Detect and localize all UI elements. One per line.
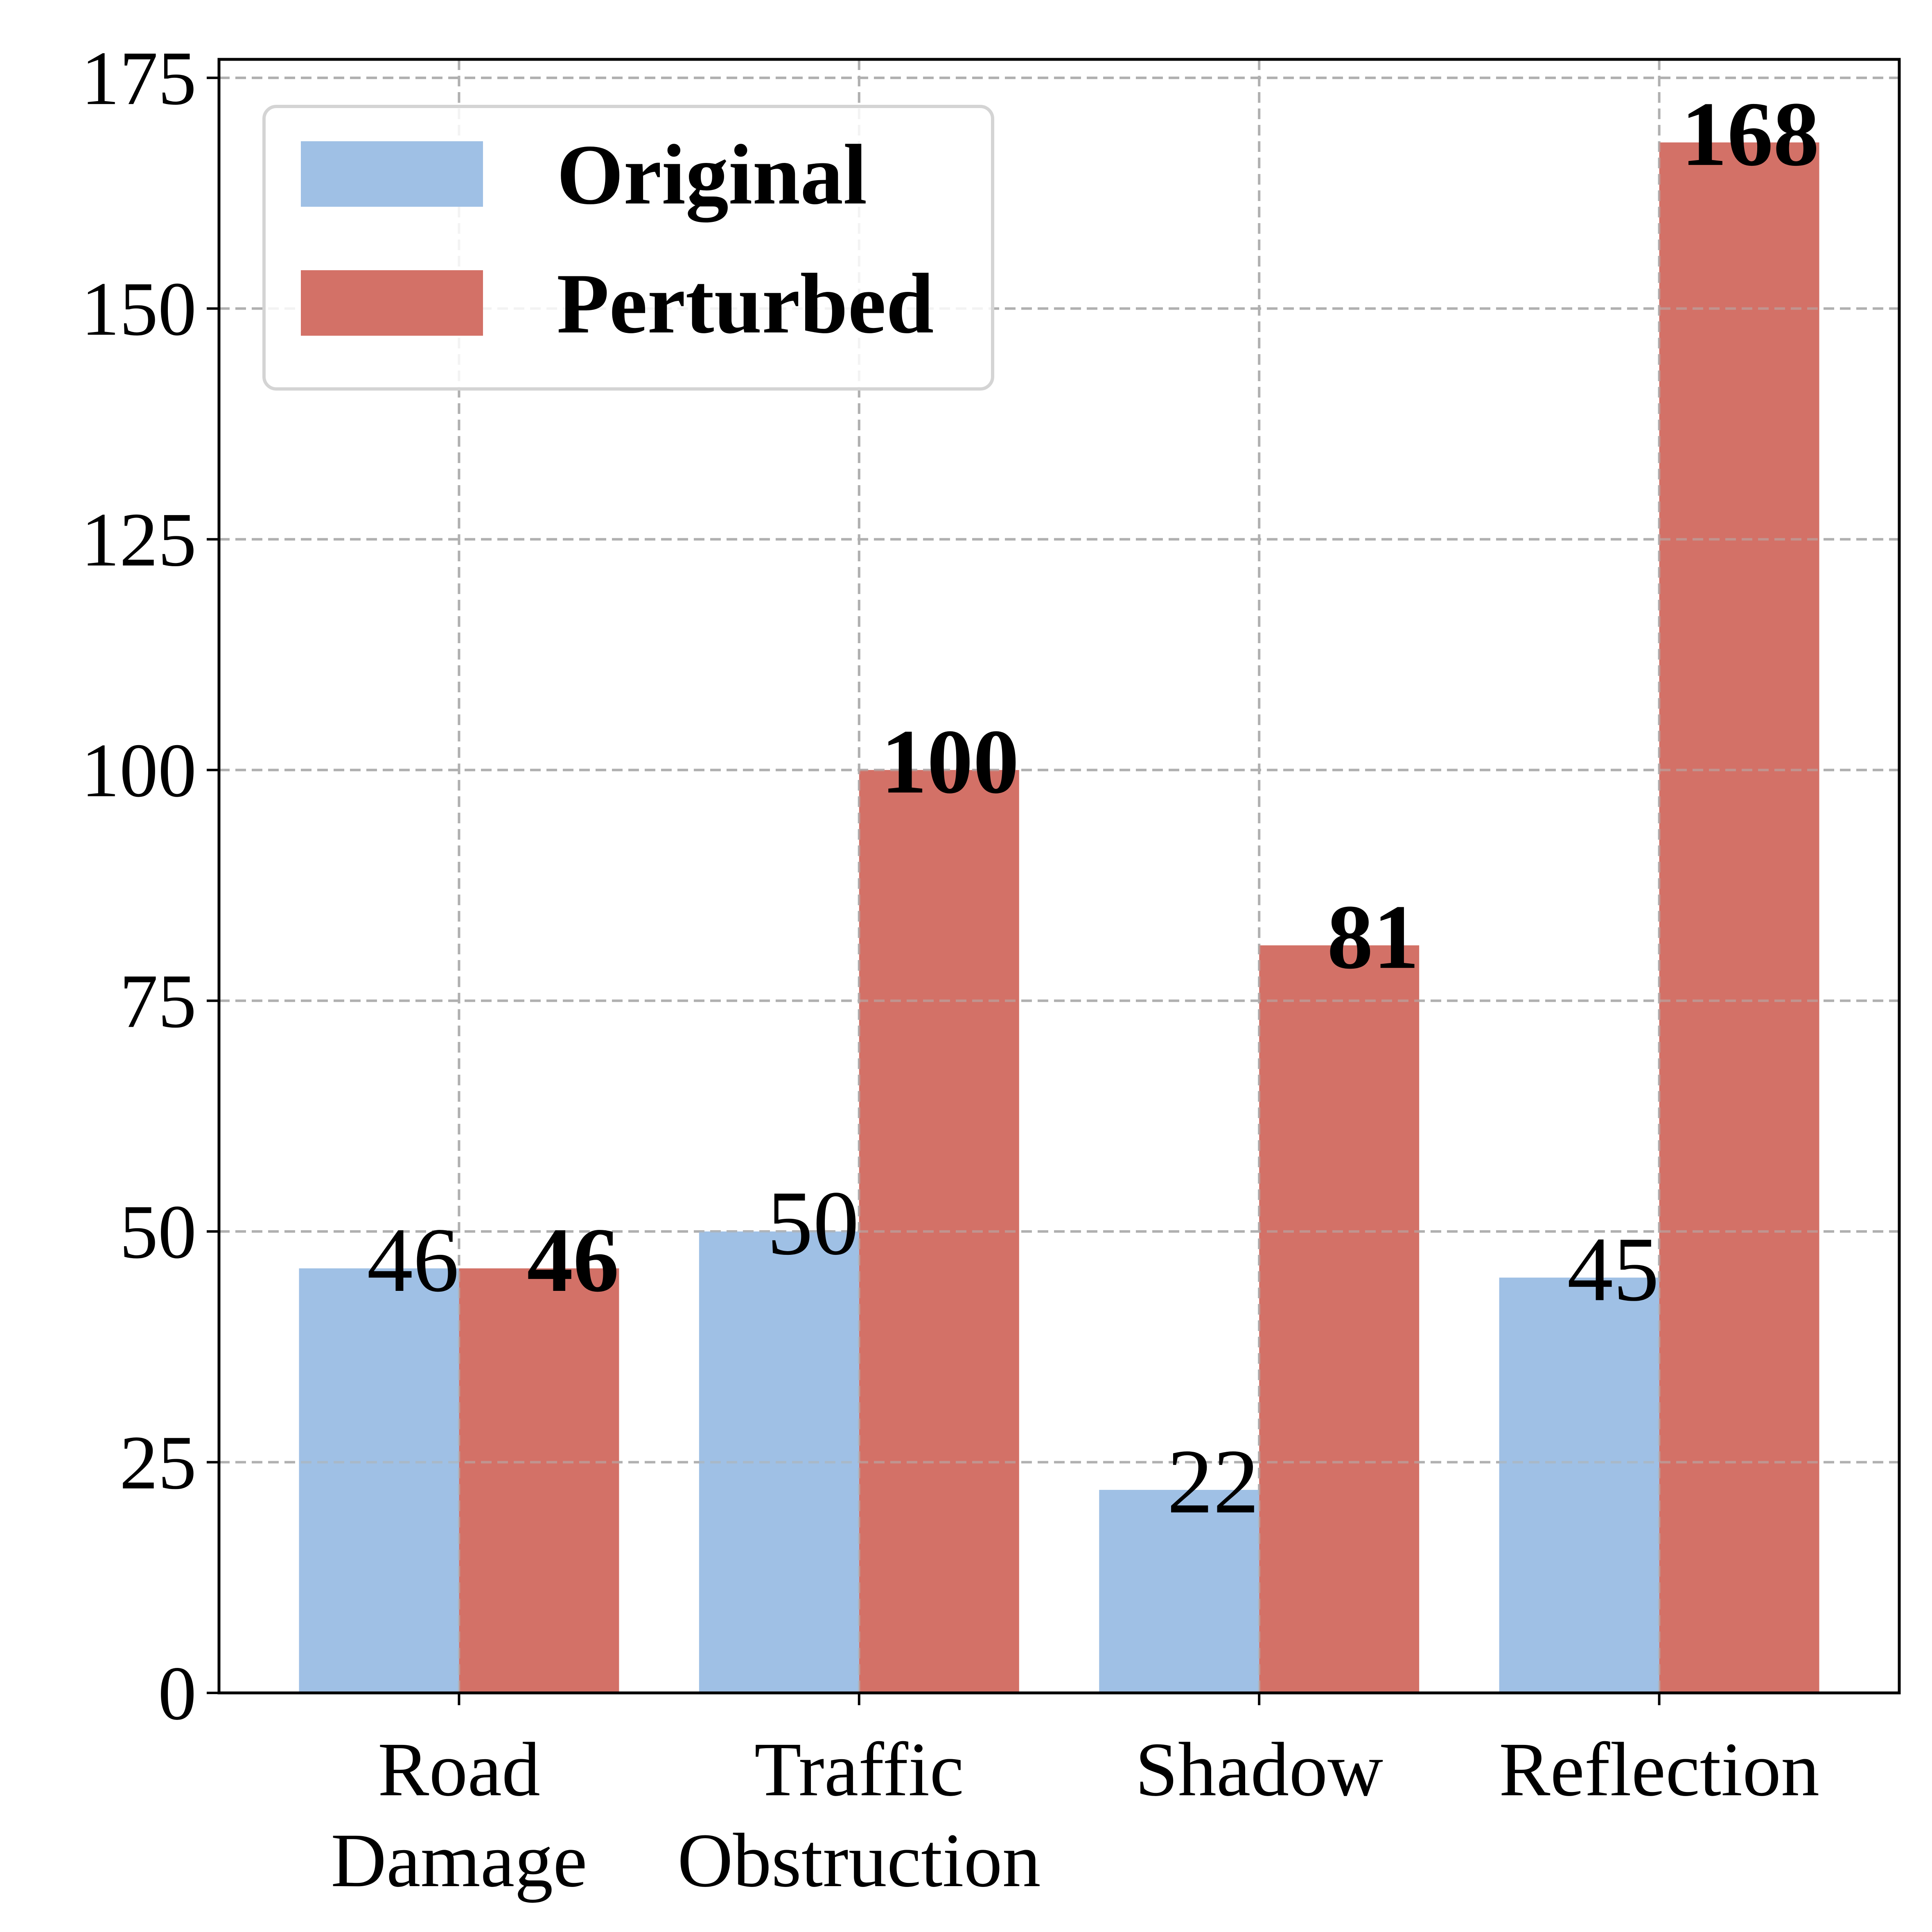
legend-label-original: Original — [557, 127, 867, 222]
bars — [299, 142, 1819, 1693]
x-tick-label: Reflection — [1499, 1726, 1819, 1812]
bar-perturbed-reflection — [1659, 142, 1819, 1693]
y-axis: 0 25 50 75 100 125 150 175 — [81, 35, 219, 1736]
legend: Original Perturbed — [262, 105, 994, 391]
x-tick-label: Shadow — [1135, 1726, 1383, 1812]
legend-swatch-perturbed — [301, 270, 483, 336]
y-tick-label: 25 — [120, 1419, 196, 1505]
plot-frame — [217, 58, 1901, 1695]
data-label-perturbed: 81 — [1327, 886, 1419, 988]
data-labels: 46 50 22 45 46 100 81 168 — [367, 83, 1819, 1532]
data-label-original: 45 — [1567, 1218, 1659, 1320]
y-tick-label: 50 — [120, 1189, 196, 1274]
data-label-original: 22 — [1167, 1430, 1259, 1532]
data-label-original: 46 — [367, 1209, 459, 1311]
y-tick-label: 0 — [158, 1650, 196, 1736]
y-tick-label: 100 — [81, 728, 196, 813]
bar-original-road-damage — [299, 1268, 459, 1693]
bar-original-reflection — [1499, 1277, 1659, 1693]
y-tick-label: 150 — [81, 266, 196, 352]
y-tick-label: 75 — [120, 958, 196, 1044]
legend-label-perturbed: Perturbed — [557, 256, 934, 351]
legend-swatch-original — [301, 141, 483, 207]
bar-original-shadow — [1099, 1490, 1259, 1693]
data-label-original: 50 — [767, 1172, 859, 1274]
bar-perturbed-shadow — [1259, 945, 1420, 1693]
y-tick-label: 125 — [81, 497, 196, 582]
x-axis: Road Damage Traffic Obstruction Shadow Reflec… — [331, 1693, 1819, 1903]
bar-perturbed-road-damage — [459, 1268, 619, 1693]
x-tick-label: Traffic Obstruction — [677, 1726, 1041, 1903]
data-label-perturbed: 100 — [881, 710, 1019, 813]
data-label-perturbed: 46 — [527, 1209, 619, 1311]
data-label-perturbed: 168 — [1681, 83, 1819, 185]
y-tick-label: 175 — [81, 35, 196, 121]
x-tick-label: Road Damage — [331, 1726, 587, 1903]
